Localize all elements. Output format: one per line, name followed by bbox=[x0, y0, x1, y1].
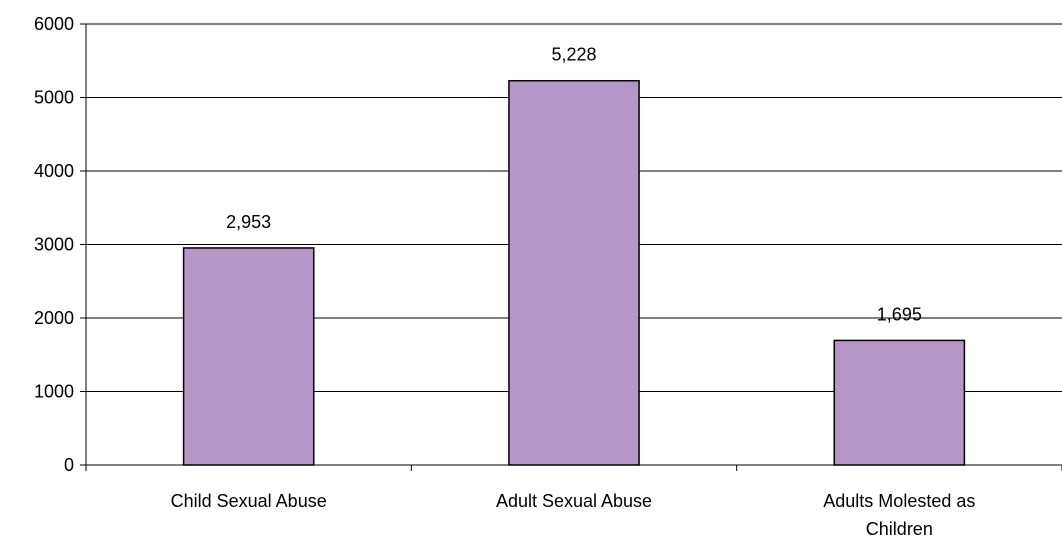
bar bbox=[182, 247, 315, 466]
y-tick-label: 2000 bbox=[34, 308, 74, 328]
bar bbox=[833, 339, 966, 466]
y-tick-label: 6000 bbox=[34, 14, 74, 34]
axes bbox=[80, 23, 1062, 471]
bars bbox=[182, 79, 966, 466]
category-label: Child Sexual Abuse bbox=[171, 491, 327, 511]
y-tick-label: 3000 bbox=[34, 235, 74, 255]
data-label: 1,695 bbox=[877, 304, 922, 324]
category-labels: Child Sexual Abuse Adult Sexual Abuse Adul… bbox=[171, 491, 976, 539]
data-label: 5,228 bbox=[551, 45, 596, 65]
data-label: 2,953 bbox=[226, 212, 271, 232]
y-tick-labels: 0 1000 2000 3000 4000 5000 6000 bbox=[34, 14, 74, 475]
data-labels: 2,953 5,228 1,695 bbox=[226, 45, 922, 325]
y-tick-label: 0 bbox=[64, 455, 74, 475]
category-label: Adults Molested as bbox=[823, 491, 975, 511]
y-tick-label: 1000 bbox=[34, 382, 74, 402]
category-label: Children bbox=[866, 519, 933, 539]
bar bbox=[508, 79, 640, 466]
y-tick-label: 5000 bbox=[34, 88, 74, 108]
category-label: Adult Sexual Abuse bbox=[496, 491, 652, 511]
y-tick-label: 4000 bbox=[34, 161, 74, 181]
